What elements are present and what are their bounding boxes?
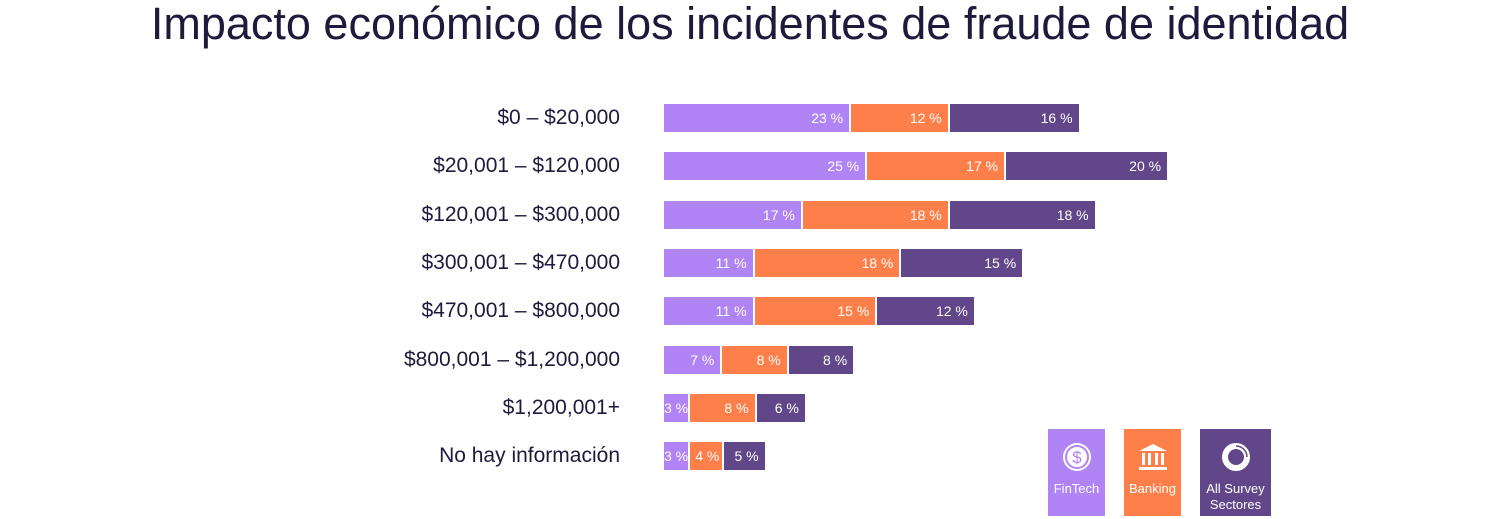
bar-segment-banking: 8 % <box>690 393 755 422</box>
bar-segment-all-survey-sectores: 6 % <box>756 393 805 422</box>
bar-segment-fintech: 3 % <box>664 442 689 471</box>
bar-segment-fintech: 25 % <box>664 152 866 181</box>
legend-fintech: $ FinTech <box>1048 429 1105 516</box>
ring-icon <box>1221 443 1250 471</box>
legend-label: All Survey Sectores <box>1206 481 1265 512</box>
svg-text:$: $ <box>1072 448 1082 467</box>
bar-segment-banking: 8 % <box>722 345 787 374</box>
bar-segment-all-survey-sectores: 8 % <box>788 345 854 374</box>
bar-segment-banking: 18 % <box>754 248 900 277</box>
bar-segment-fintech: 17 % <box>664 200 801 229</box>
bar-segment-fintech: 7 % <box>664 345 721 374</box>
category-label: $120,001 – $300,000 <box>421 202 620 226</box>
bar-segment-fintech: 23 % <box>664 104 850 132</box>
bar-segment-banking: 15 % <box>754 297 876 326</box>
category-label: $470,001 – $800,000 <box>421 299 620 323</box>
bar-segment-banking: 18 % <box>802 200 948 229</box>
dollar-circle-icon: $ <box>1062 443 1091 471</box>
bank-icon <box>1138 444 1167 470</box>
bar-segment-banking: 17 % <box>867 152 1005 181</box>
chart-title: Impacto económico de los incidentes de f… <box>150 0 1350 49</box>
bar-segment-all-survey-sectores: 5 % <box>724 442 765 471</box>
bar-segment-all-survey-sectores: 15 % <box>901 248 1023 277</box>
bar-segment-fintech: 3 % <box>664 393 689 422</box>
bar-segment-banking: 4 % <box>690 442 723 471</box>
bar-segment-all-survey-sectores: 20 % <box>1006 152 1168 181</box>
category-label: $20,001 – $120,000 <box>433 154 620 178</box>
bar-segment-fintech: 11 % <box>664 297 753 326</box>
bar-segment-all-survey-sectores: 18 % <box>949 200 1095 229</box>
category-label: $300,001 – $470,000 <box>421 250 620 274</box>
category-label: No hay información <box>439 444 620 468</box>
legend-label: FinTech <box>1053 481 1100 496</box>
category-label: $1,200,001+ <box>502 395 620 419</box>
legend-all-sectors: All Survey Sectores <box>1200 429 1271 516</box>
legend-label: Banking <box>1129 481 1176 496</box>
bar-segment-fintech: 11 % <box>664 248 753 277</box>
category-label: $800,001 – $1,200,000 <box>403 347 620 371</box>
category-label: $0 – $20,000 <box>497 106 620 129</box>
bar-segment-all-survey-sectores: 12 % <box>877 297 974 326</box>
legend-banking: Banking <box>1124 429 1181 516</box>
bar-segment-all-survey-sectores: 16 % <box>949 104 1079 132</box>
bar-segment-banking: 12 % <box>851 104 948 132</box>
